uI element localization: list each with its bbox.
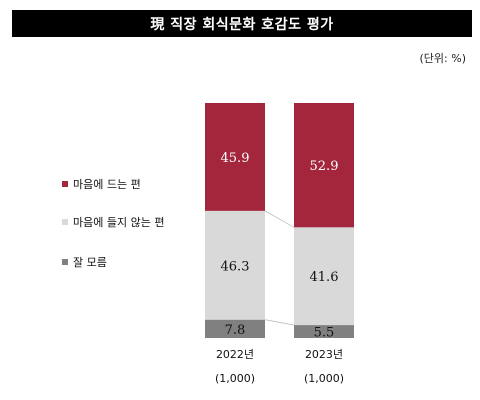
unit-label: (단위: %) bbox=[419, 52, 466, 65]
legend-item-unknown: 잘 모름 bbox=[62, 254, 107, 270]
legend-item-dislike: 마음에 들지 않는 편 bbox=[62, 214, 164, 230]
category-sublabel: (1,000) bbox=[304, 372, 344, 385]
bar-segment-2023년-1 bbox=[294, 227, 354, 326]
bar-value-label: 5.5 bbox=[314, 326, 335, 341]
category-sublabel: (1,000) bbox=[215, 372, 255, 385]
bar-segment-2022년-0 bbox=[205, 103, 265, 211]
bar-segment-2023년-0 bbox=[294, 103, 354, 228]
bar-value-label: 41.6 bbox=[310, 270, 339, 285]
bar-segment-2022년-1 bbox=[205, 210, 265, 320]
bar-segment-2023년-2 bbox=[294, 325, 354, 338]
category-label: 2023년 bbox=[305, 348, 343, 361]
bar-value-label: 46.3 bbox=[221, 259, 250, 274]
legend-swatch-unknown bbox=[62, 259, 68, 265]
bar-segment-2022년-2 bbox=[205, 319, 265, 338]
bar-value-label: 52.9 bbox=[310, 159, 339, 174]
chart-title: 現 직장 회식문화 호감도 평가 bbox=[12, 10, 472, 37]
legend-swatch-like bbox=[62, 181, 68, 187]
legend-swatch-dislike bbox=[62, 219, 68, 225]
legend-label-dislike: 마음에 들지 않는 편 bbox=[73, 216, 165, 229]
category-label: 2022년 bbox=[216, 348, 254, 361]
bar-value-label: 45.9 bbox=[221, 151, 250, 166]
legend-item-like: 마음에 드는 편 bbox=[62, 176, 141, 192]
series-connector-line bbox=[264, 210, 295, 228]
bar-value-label: 7.8 bbox=[225, 323, 246, 338]
series-connector-line bbox=[264, 319, 295, 326]
legend-label-unknown: 잘 모름 bbox=[73, 256, 107, 269]
legend-label-like: 마음에 드는 편 bbox=[73, 178, 141, 191]
